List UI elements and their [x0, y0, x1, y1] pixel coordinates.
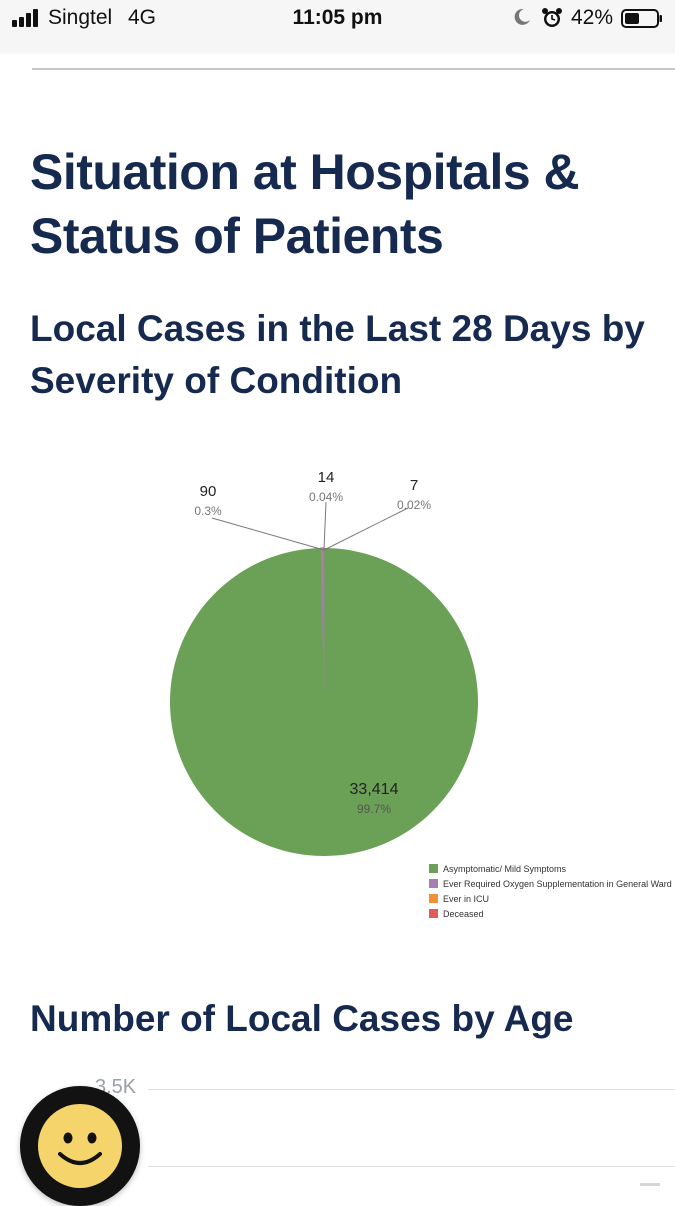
data-label-percent: 0.3%	[194, 504, 222, 518]
chat-button[interactable]	[20, 1086, 140, 1206]
legend-label: Ever Required Oxygen Supplementation in …	[443, 879, 672, 889]
data-label-percent: 0.02%	[397, 498, 431, 512]
leader-line	[212, 518, 324, 550]
data-label-value: 90	[200, 483, 217, 500]
page-title-line-1: Situation at Hospitals &	[30, 140, 650, 204]
gridline	[148, 1089, 675, 1090]
severity-section-title: Local Cases in the Last 28 Days by Sever…	[30, 303, 675, 407]
legend-swatch	[429, 894, 438, 903]
data-label-value: 14	[318, 469, 335, 486]
page-title: Situation at Hospitals & Status of Patie…	[30, 140, 650, 268]
gridline	[148, 1166, 675, 1167]
smiley-face-icon	[38, 1104, 122, 1188]
legend-swatch	[429, 864, 438, 873]
legend-label: Asymptomatic/ Mild Symptoms	[443, 864, 567, 874]
battery-percentage: 42%	[571, 6, 613, 30]
battery-icon	[621, 9, 663, 28]
legend-swatch	[429, 879, 438, 888]
leader-line	[324, 508, 408, 550]
browser-toolbar	[0, 36, 675, 52]
data-label-percent: 99.7%	[357, 802, 391, 816]
legend-label: Ever in ICU	[443, 894, 489, 904]
data-label-value: 7	[410, 477, 418, 494]
alarm-icon	[541, 7, 563, 29]
legend-label: Deceased	[443, 909, 484, 919]
divider	[32, 68, 675, 70]
severity-title-line-2: Severity of Condition	[30, 355, 675, 407]
severity-pie-chart: 90 0.3% 14 0.04% 7 0.02% 33,414 99.7% Asymptomat…	[150, 460, 675, 940]
severity-title-line-1: Local Cases in the Last 28 Days by	[30, 303, 675, 355]
age-section-title: Number of Local Cases by Age	[30, 998, 574, 1040]
data-label-percent: 0.04%	[309, 490, 343, 504]
page-title-line-2: Status of Patients	[30, 204, 650, 268]
scroll-indicator	[640, 1183, 660, 1186]
status-bar: Singtel 4G 11:05 pm 42%	[0, 0, 675, 36]
data-label-value: 33,414	[350, 781, 399, 798]
moon-icon	[513, 8, 531, 26]
leader-line	[324, 502, 326, 550]
legend-swatch	[429, 909, 438, 918]
